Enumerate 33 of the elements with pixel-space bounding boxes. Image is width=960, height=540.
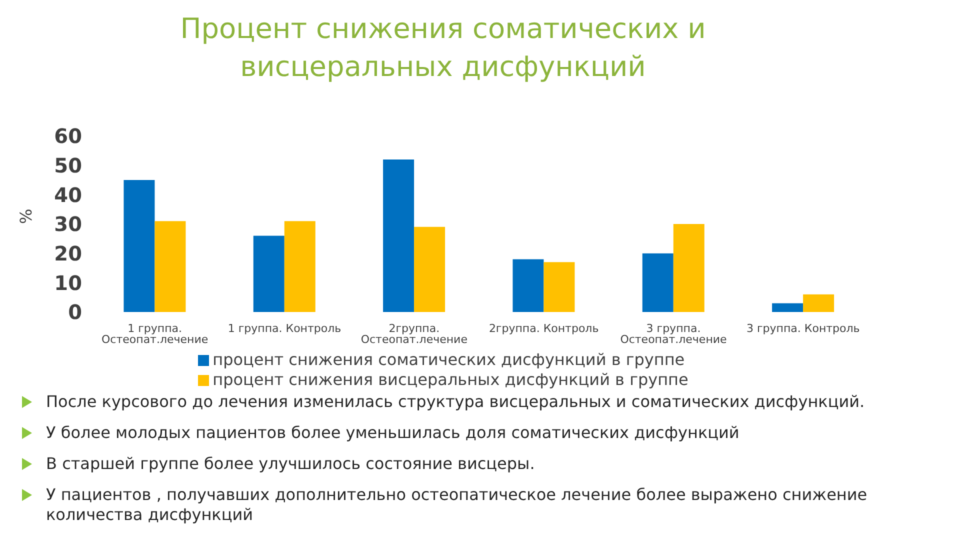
x-tick-label: 1 группа. Контроль — [228, 322, 342, 335]
legend-label: процент снижения соматических дисфункций в группе — [212, 350, 685, 369]
y-tick-label: 40 — [54, 182, 82, 207]
bar — [253, 236, 284, 312]
bar — [642, 253, 674, 312]
y-tick-label: 60 — [54, 124, 82, 148]
bar — [803, 294, 834, 312]
y-tick-label: 50 — [54, 153, 82, 178]
bar — [544, 262, 575, 312]
bar — [124, 180, 155, 312]
y-tick-label: 0 — [68, 300, 82, 324]
bar — [383, 159, 414, 312]
text: В старшей группе более улучшилось состояние висцеры. — [46, 454, 535, 474]
text: После курсового до лечения изменилась структура висцеральных и соматических дисфункций. — [46, 392, 865, 412]
text: У более молодых пациентов более уменьшилась доля соматических дисфункций — [46, 423, 740, 443]
x-tick-label: 2группа. Остеопат.лечение — [360, 322, 468, 346]
bar — [673, 224, 704, 312]
x-tick-label: 3 группа. Остеопат.лечение — [620, 322, 728, 346]
y-tick-label: 30 — [54, 212, 82, 236]
bar — [284, 221, 316, 312]
bar — [154, 221, 186, 312]
y-axis-title: % — [16, 208, 36, 224]
bar — [512, 259, 544, 312]
chart-title: Процент снижения соматических и висцеральных дисфункций — [179, 11, 707, 85]
y-tick-label: 20 — [54, 241, 82, 266]
bar — [414, 226, 446, 312]
bar — [772, 303, 804, 312]
x-tick-label: 3 группа. Контроль — [746, 322, 860, 335]
y-tick-label: 10 — [54, 270, 82, 295]
x-tick-label: 1 группа. Остеопат.лечение — [102, 322, 208, 346]
x-tick-label: 2группа. Контроль — [488, 322, 599, 335]
text: У пациентов , получавших дополнительно остеопатическое лечение более выражено снижение количества дисфункций — [46, 485, 868, 525]
legend-label: процент снижения висцеральных дисфункций в группе — [212, 370, 688, 389]
